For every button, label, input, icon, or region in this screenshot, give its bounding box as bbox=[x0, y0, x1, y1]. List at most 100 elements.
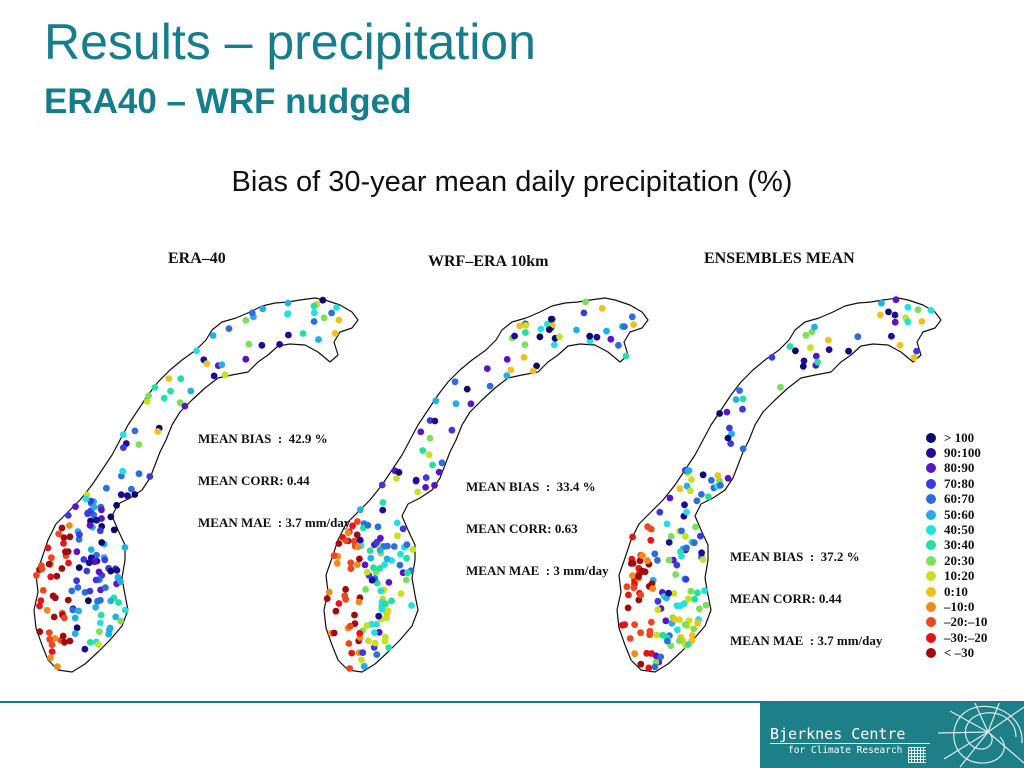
station-point bbox=[678, 552, 685, 560]
station-point bbox=[422, 484, 429, 491]
station-point bbox=[96, 619, 104, 627]
station-point bbox=[682, 575, 690, 583]
station-point bbox=[86, 639, 94, 646]
stat-mean-corr: MEAN CORR: 0.44 bbox=[198, 473, 310, 488]
station-point bbox=[393, 519, 401, 527]
station-point bbox=[699, 556, 707, 563]
station-point bbox=[397, 550, 404, 558]
stat-mean-bias: MEAN BIAS : 37.2 % bbox=[730, 549, 860, 564]
station-point bbox=[356, 630, 364, 637]
station-point bbox=[417, 428, 425, 436]
station-point bbox=[732, 396, 740, 403]
station-point bbox=[48, 641, 56, 649]
station-point bbox=[739, 405, 746, 413]
station-point bbox=[573, 326, 580, 334]
station-point bbox=[354, 543, 362, 551]
station-point bbox=[662, 617, 670, 625]
legend-label: –20:–10 bbox=[944, 614, 988, 630]
station-point bbox=[629, 572, 636, 579]
station-point bbox=[537, 325, 545, 333]
legend-label: 40:50 bbox=[944, 522, 975, 538]
station-point bbox=[101, 584, 109, 591]
station-point bbox=[878, 299, 885, 307]
legend-label: 50:60 bbox=[944, 506, 975, 522]
stats-era40: MEAN BIAS : 42.9 % MEAN CORR: 0.44 MEAN … bbox=[198, 404, 350, 544]
station-point bbox=[92, 603, 99, 611]
station-point bbox=[683, 482, 691, 490]
station-point bbox=[73, 577, 80, 585]
station-point bbox=[432, 397, 440, 405]
legend-label: –30:–20 bbox=[944, 629, 988, 645]
station-point bbox=[404, 569, 411, 577]
station-point bbox=[698, 491, 705, 498]
station-point bbox=[320, 314, 328, 322]
station-point bbox=[47, 573, 55, 581]
station-point bbox=[360, 662, 368, 670]
slide-subtitle: ERA40 – WRF nudged bbox=[44, 82, 412, 121]
station-point bbox=[71, 630, 79, 637]
station-point bbox=[684, 641, 692, 648]
station-point bbox=[644, 523, 652, 531]
station-point bbox=[384, 542, 391, 550]
station-point bbox=[71, 614, 79, 622]
legend-label: 60:70 bbox=[944, 491, 975, 507]
stats-ensembles: MEAN BIAS : 37.2 % MEAN CORR: 0.44 MEAN … bbox=[730, 522, 882, 662]
station-point bbox=[92, 576, 100, 584]
legend-item: –20:–10 bbox=[926, 614, 988, 630]
legend-label: 20:30 bbox=[944, 552, 975, 568]
station-point bbox=[723, 408, 731, 416]
station-point bbox=[381, 561, 388, 568]
station-point bbox=[92, 516, 100, 524]
station-point bbox=[685, 595, 692, 603]
station-point bbox=[598, 304, 606, 312]
station-point bbox=[349, 522, 356, 530]
legend-swatch bbox=[926, 494, 936, 505]
station-point bbox=[45, 629, 53, 637]
station-point bbox=[687, 587, 695, 595]
station-point bbox=[45, 560, 53, 568]
station-point bbox=[36, 602, 43, 610]
station-point bbox=[365, 637, 372, 645]
station-point bbox=[60, 534, 68, 541]
station-point bbox=[431, 481, 438, 489]
station-point bbox=[355, 598, 363, 606]
station-point bbox=[631, 650, 639, 658]
station-point bbox=[107, 597, 115, 605]
legend-swatch bbox=[926, 525, 936, 536]
station-point bbox=[51, 594, 59, 602]
station-point bbox=[323, 595, 331, 602]
legend-item: > 100 bbox=[926, 430, 987, 445]
station-point bbox=[94, 597, 101, 605]
station-point bbox=[331, 330, 339, 337]
station-point bbox=[53, 572, 61, 580]
station-point bbox=[383, 555, 391, 563]
station-point bbox=[586, 332, 594, 340]
station-point bbox=[503, 356, 511, 363]
station-point bbox=[522, 322, 530, 329]
station-point bbox=[688, 476, 695, 483]
station-point bbox=[68, 587, 76, 595]
station-point bbox=[103, 484, 110, 492]
station-point bbox=[371, 639, 379, 647]
station-point bbox=[384, 607, 392, 615]
station-point bbox=[284, 299, 292, 307]
swirl-icon bbox=[937, 703, 1024, 768]
station-point bbox=[113, 501, 120, 509]
station-point bbox=[90, 503, 98, 511]
station-point bbox=[630, 584, 638, 592]
station-point bbox=[145, 392, 153, 400]
station-point bbox=[370, 564, 377, 572]
station-point bbox=[248, 309, 256, 317]
station-point bbox=[918, 318, 926, 325]
station-point bbox=[799, 363, 807, 370]
station-point bbox=[76, 531, 83, 539]
station-point bbox=[335, 316, 343, 324]
station-point bbox=[693, 497, 701, 505]
station-point bbox=[347, 565, 355, 572]
station-point bbox=[663, 520, 671, 528]
station-point bbox=[353, 531, 361, 539]
station-point bbox=[342, 537, 350, 544]
station-point bbox=[66, 637, 74, 645]
station-point bbox=[628, 313, 636, 321]
station-point bbox=[402, 576, 410, 584]
